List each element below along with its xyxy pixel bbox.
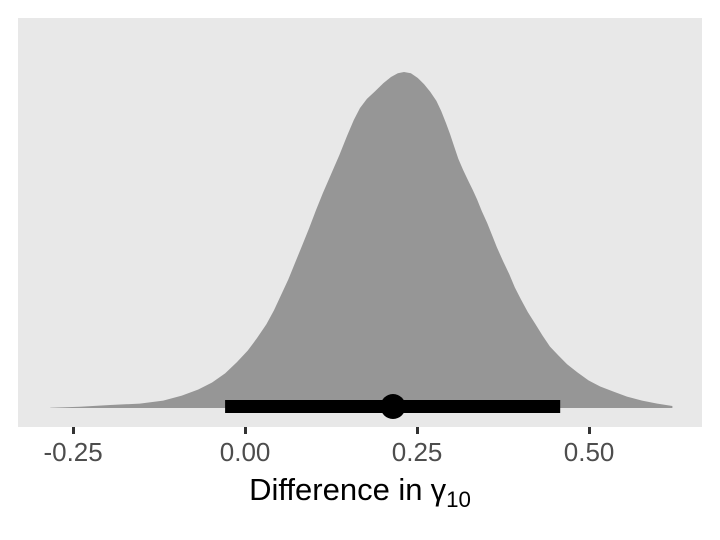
x-axis-tick-label: 0.25: [391, 437, 443, 467]
x-axis-tick: [71, 427, 75, 434]
x-axis-tick-label: -0.25: [43, 437, 103, 467]
x-axis-tick: [587, 427, 591, 434]
x-axis-tick-label: 0.00: [219, 437, 271, 467]
x-axis-tick-label: 0.50: [563, 437, 615, 467]
x-axis-title: Difference in γ10: [249, 472, 471, 511]
gamma-symbol: γ: [430, 472, 447, 507]
density-curve: [50, 72, 673, 408]
x-axis-tick: [415, 427, 419, 434]
point-estimate-dot: [380, 394, 406, 419]
x-axis-title-text: Difference in: [249, 472, 423, 507]
density-plot-svg: [18, 18, 702, 427]
gamma-subscript: 10: [446, 487, 471, 513]
x-axis-tick: [243, 427, 247, 434]
plot-panel: [18, 18, 702, 427]
